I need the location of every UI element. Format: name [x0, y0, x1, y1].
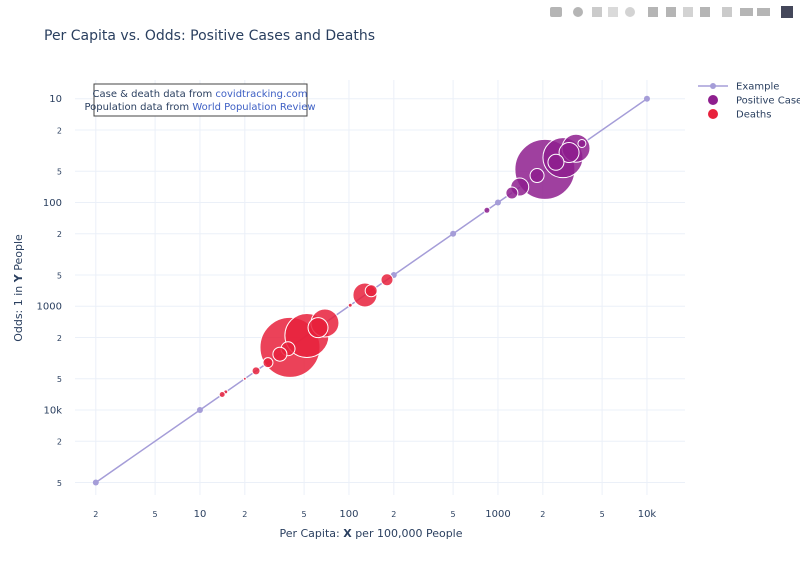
- annotation-link[interactable]: covidtracking.com: [215, 89, 307, 100]
- bubble: [251, 366, 261, 376]
- y-tick-label: 10k: [43, 405, 62, 416]
- legend-marker: [708, 109, 718, 119]
- point: [643, 95, 650, 102]
- pan-button[interactable]: [592, 7, 602, 17]
- bubble: [547, 153, 565, 171]
- chart-title: Per Capita vs. Odds: Positive Cases and …: [44, 28, 375, 44]
- x-tick-label: 100: [339, 509, 358, 520]
- grid: [75, 80, 685, 495]
- bubble: [577, 138, 587, 148]
- zoom-in-button[interactable]: [648, 7, 658, 17]
- x-axis-title: Per Capita: X per 100,000 People: [279, 527, 462, 540]
- x-tick-label: 5: [451, 510, 456, 519]
- plot-area: [92, 95, 650, 486]
- bubble: [347, 302, 353, 308]
- x-tick-label: 5: [302, 510, 307, 519]
- annotation-text: Case & death data from: [93, 89, 213, 100]
- y-tick-label: 10: [49, 94, 62, 105]
- x-axis-title-part: X: [343, 527, 352, 540]
- bubble: [242, 376, 247, 381]
- y-tick-label: 5: [57, 479, 62, 488]
- x-tick-label: 5: [153, 510, 158, 519]
- y-tick-label: 1000: [37, 302, 62, 313]
- lasso-button[interactable]: [625, 7, 635, 17]
- point: [494, 199, 501, 206]
- reset-button[interactable]: [700, 7, 710, 17]
- legend-label: Deaths: [736, 110, 771, 121]
- legend: Example Positive Cases Deaths: [698, 82, 800, 121]
- annotation-box: [93, 83, 308, 117]
- point: [196, 406, 203, 413]
- y-axis-title-part: Y: [12, 273, 25, 283]
- box-select-button[interactable]: [608, 7, 618, 17]
- y-tick-label: 5: [57, 168, 62, 177]
- camera-button[interactable]: [550, 7, 562, 17]
- x-tick-label: 2: [93, 510, 98, 519]
- bubble: [218, 391, 226, 399]
- y-axis-title-part: Odds: 1 in: [12, 286, 25, 342]
- y-tick-label: 100: [43, 198, 62, 209]
- legend-label: Positive Cases: [736, 96, 800, 107]
- x-axis-title-part: Per Capita:: [279, 527, 339, 540]
- bubble: [558, 142, 580, 164]
- x-tick-label: 1000: [485, 509, 510, 520]
- bubble: [307, 317, 329, 339]
- x-tick-label: 2: [242, 510, 247, 519]
- y-axis-title-part: People: [12, 234, 25, 271]
- x-tick-label: 5: [600, 510, 605, 519]
- y-axis-title: Odds: 1 in Y People: [12, 234, 25, 342]
- y-tick-label: 2: [57, 438, 62, 447]
- hover-compare-button[interactable]: [757, 8, 770, 16]
- bubble: [505, 186, 519, 200]
- y-tick-label: 2: [57, 126, 62, 135]
- x-tick-label: 2: [540, 510, 545, 519]
- bubble: [272, 346, 288, 362]
- plotly-logo[interactable]: [781, 6, 793, 18]
- legend-marker: [708, 95, 718, 105]
- zoom-out-button[interactable]: [666, 7, 676, 17]
- annotation-line: Case & death data from covidtracking.com: [93, 89, 308, 100]
- y-tick-label: 5: [57, 375, 62, 384]
- point: [450, 230, 457, 237]
- y-tick-label: 2: [57, 230, 62, 239]
- bubble: [529, 168, 545, 184]
- bubble: [364, 284, 378, 298]
- modebar: [550, 6, 793, 18]
- x-axis-title-part: per 100,000 People: [355, 527, 463, 540]
- autoscale-button[interactable]: [683, 7, 693, 17]
- y-tick-label: 5: [57, 271, 62, 280]
- bubble: [483, 206, 491, 214]
- y-tick-label: 2: [57, 334, 62, 343]
- hover-closest-button[interactable]: [740, 8, 753, 16]
- zoom-button[interactable]: [573, 7, 583, 17]
- bubble: [262, 357, 274, 369]
- annotation-link[interactable]: World Population Review: [192, 102, 315, 113]
- x-tick-label: 10: [194, 509, 207, 520]
- point: [92, 479, 99, 486]
- annotation-line: Population data from World Population Re…: [84, 102, 315, 113]
- x-tick-label: 10k: [638, 509, 657, 520]
- spike-button[interactable]: [722, 7, 732, 17]
- annotation-text: Population data from: [84, 102, 189, 113]
- bubble: [380, 273, 394, 287]
- legend-marker: [710, 83, 716, 89]
- legend-label: Example: [736, 82, 779, 93]
- x-tick-label: 2: [391, 510, 396, 519]
